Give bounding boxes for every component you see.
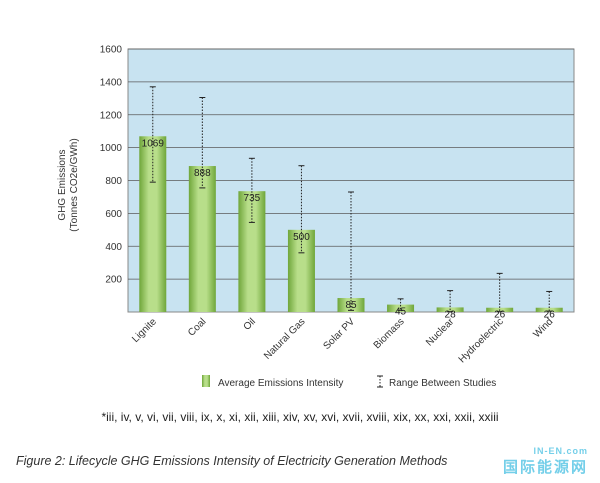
y-tick-label: 200 [105, 275, 122, 286]
legend-bar-swatch [202, 375, 210, 387]
legend-bar-label: Average Emissions Intensity [218, 378, 343, 389]
x-tick-label: Natural Gas [262, 316, 308, 362]
data-label: 888 [194, 168, 211, 179]
data-label: 28 [445, 309, 457, 320]
y-tick-label: 600 [105, 209, 122, 220]
data-label: 26 [494, 310, 506, 321]
data-label: 500 [293, 232, 310, 243]
y-tick-label: 400 [105, 242, 122, 253]
y-tick-label: 1000 [100, 143, 123, 154]
x-tick-label: Coal [186, 316, 208, 338]
y-tick-label: 800 [105, 176, 122, 187]
legend-range-icon [377, 375, 383, 388]
legend-range-label: Range Between Studies [389, 378, 496, 389]
legend: Average Emissions Intensity Range Betwee… [202, 375, 496, 389]
y-axis-ticks: 200 400 600 800 1000 1200 1400 1600 [100, 45, 123, 286]
x-tick-label: Oil [242, 316, 258, 332]
data-label: 1069 [142, 138, 165, 149]
x-tick-label: Hydroelectric [457, 316, 506, 365]
data-label: 85 [345, 300, 357, 311]
watermark: IN-EN.com 国际能源网 [458, 445, 588, 476]
range-bars [149, 86, 553, 313]
watermark-big: 国际能源网 [502, 458, 588, 476]
y-tick-label: 1400 [100, 77, 123, 88]
x-tick-label: Lignite [130, 316, 159, 345]
bar [238, 191, 266, 312]
data-label: 45 [395, 307, 407, 318]
footnote: *iii, iv, v, vi, vii, viii, ix, x, xi, x… [101, 410, 499, 424]
data-label: 26 [544, 310, 556, 321]
bar [188, 166, 216, 312]
y-axis-label-line2: (Tonnes CO2e/GWh) [69, 138, 80, 231]
x-tick-label: Biomass [372, 316, 407, 351]
y-tick-label: 1200 [100, 110, 123, 121]
value-labels: 1069 888 735 500 85 45 28 26 26 [142, 138, 556, 320]
x-tick-label: Solar PV [321, 316, 357, 352]
bar [287, 229, 315, 312]
y-axis-label-line1: GHG Emissions [57, 149, 68, 220]
y-tick-label: 1600 [100, 45, 123, 56]
x-axis-labels: Lignite Coal Oil Natural Gas Solar PV Biomass… [130, 316, 555, 366]
figure-caption: Figure 2: Lifecycle GHG Emissions Intens… [16, 454, 448, 468]
watermark-small: IN-EN.com [533, 445, 588, 456]
x-tick-label: Nuclear [424, 316, 457, 349]
bar [337, 298, 365, 312]
data-label: 735 [244, 193, 261, 204]
chart: 200 400 600 800 1000 1200 1400 1600 1069 888 735 5… [57, 45, 575, 389]
